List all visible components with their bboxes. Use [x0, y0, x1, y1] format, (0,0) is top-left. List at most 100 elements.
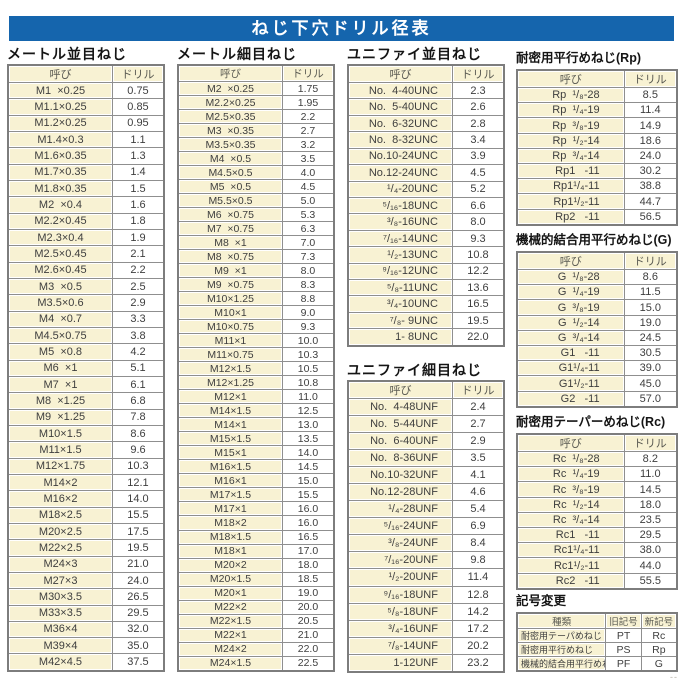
page-corner-mark: --	[670, 672, 678, 682]
column-header: ドリル	[451, 380, 505, 399]
table-row: Rp1¹/₂-11 44.7	[516, 193, 678, 210]
value-cell: 19.5	[111, 539, 165, 557]
value-cell: 1.5	[111, 179, 165, 198]
name-cell: M1.7×0.35	[7, 163, 113, 181]
table-row: G ¹/₂-14 19.0	[516, 314, 678, 331]
value-cell: 8.3	[281, 277, 335, 293]
name-cell: M15×1	[177, 445, 283, 461]
table-row: M24×1.5 22.5	[177, 655, 335, 672]
table-row: M17×1.5 15.5	[177, 487, 335, 503]
name-cell: M4.5×0.75	[7, 326, 113, 345]
table-row: ³/₈-24UNF 8.4	[347, 534, 505, 553]
table-row: Rc1 -11 29.5	[516, 527, 678, 544]
value-cell: 16.0	[281, 515, 335, 531]
value-cell: 37.5	[111, 653, 165, 672]
value-cell: 11.4	[451, 568, 505, 587]
name-cell: Rc ³/₄-14	[516, 511, 625, 529]
name-cell: Rc ¹/₄-19	[516, 466, 625, 483]
table-row: M22×1.5 20.5	[177, 613, 335, 629]
value-cell: 7.3	[281, 249, 335, 265]
value-cell: 14.0	[111, 490, 165, 508]
value-cell: Rp	[640, 642, 678, 657]
table-row: M2.5×0.45 2.1	[7, 245, 165, 263]
table-row: M3.5×0.35 3.2	[177, 137, 335, 153]
table-row: No. 8-36UNF 3.5	[347, 449, 505, 468]
table-row: Rc2 -11 55.5	[516, 572, 678, 590]
table-row: Rp ¹/₄-19 11.4	[516, 102, 678, 119]
name-cell: M5.5×0.5	[177, 193, 283, 209]
name-cell: 機械的結合用平行めねじ	[516, 656, 607, 672]
name-cell: M5 ×0.5	[177, 179, 283, 195]
value-cell: PS	[605, 642, 642, 657]
name-cell: 耐密用平行めねじ	[516, 642, 607, 657]
value-cell: 1.3	[111, 147, 165, 165]
section-title-g: 機械的結合用平行めねじ(G)	[516, 233, 672, 247]
value-cell: 1.8	[111, 212, 165, 230]
table-row: ³/₄-16UNF 17.2	[347, 619, 505, 638]
name-cell: M22×1	[177, 627, 283, 643]
value-cell: 3.4	[451, 131, 505, 149]
name-cell: M3 ×0.5	[7, 277, 113, 296]
value-cell: 2.8	[451, 114, 505, 133]
value-cell: 13.0	[281, 417, 335, 433]
value-cell: 2.1	[111, 245, 165, 263]
table-row: 1-12UNF 23.2	[347, 653, 505, 673]
value-cell: 30.2	[623, 163, 678, 180]
table-row: No.10-32UNF 4.1	[347, 466, 505, 485]
table-row: No.10-24UNC 3.9	[347, 147, 505, 166]
table-row: M20×2.5 17.5	[7, 522, 165, 541]
value-cell: 20.2	[451, 636, 505, 655]
value-cell: 10.5	[281, 361, 335, 377]
value-cell: 14.9	[623, 117, 678, 134]
table-row: ¹/₄-28UNF 5.4	[347, 500, 505, 519]
name-cell: M12×1.25	[177, 375, 283, 391]
value-cell: 10.0	[281, 333, 335, 349]
name-cell: ¹/₂-13UNC	[347, 246, 453, 264]
table-row: No. 5-40UNC 2.6	[347, 98, 505, 116]
table-row: M18×1 17.0	[177, 543, 335, 559]
name-cell: G1 -11	[516, 345, 625, 362]
table-row: Rp1¹/₄-11 38.8	[516, 178, 678, 195]
name-cell: M42×4.5	[7, 653, 113, 672]
table-row: Rc ¹/₈-28 8.2	[516, 450, 678, 468]
table-row: M12×1.5 10.5	[177, 361, 335, 377]
table-row: M4 ×0.5 3.5	[177, 151, 335, 167]
value-cell: 1.9	[111, 228, 165, 247]
table-row: M24×2 22.0	[177, 641, 335, 657]
table-row: No. 4-40UNC 2.3	[347, 81, 505, 100]
name-cell: Rc1¹/₄-11	[516, 542, 625, 559]
table-row: M10×1.5 8.6	[7, 424, 165, 443]
table-row: M6 ×0.75 5.3	[177, 207, 335, 223]
table-row: M30×3.5 26.5	[7, 588, 165, 606]
table-row: M3.5×0.6 2.9	[7, 294, 165, 312]
column-header: 旧記号	[605, 612, 642, 629]
name-cell: M17×1	[177, 501, 283, 517]
value-cell: 11.5	[623, 284, 678, 301]
header-row: 呼び ドリル	[516, 433, 678, 452]
section-title-metric-coarse: メートル並目ねじ	[7, 46, 127, 62]
rc-table: 呼び ドリル Rc ¹/₈-28 8.2 Rc ¹/₄-19 11.0 Rc ³/₈-19 1…	[516, 433, 678, 590]
value-cell: 5.4	[451, 500, 505, 519]
value-cell: 3.9	[451, 147, 505, 166]
value-cell: 10.8	[281, 375, 335, 391]
value-cell: 0.75	[111, 81, 165, 100]
header-row: 呼び ドリル	[7, 64, 165, 83]
value-cell: 18.5	[281, 571, 335, 587]
value-cell: 5.3	[281, 207, 335, 223]
table-row: M2.6×0.45 2.2	[7, 261, 165, 279]
table-row: ⁵/₁₆-24UNF 6.9	[347, 517, 505, 536]
value-cell: 13.6	[451, 279, 505, 297]
name-cell: M20×2.5	[7, 522, 113, 541]
value-cell: 24.0	[623, 147, 678, 165]
table-row: Rc ³/₈-19 14.5	[516, 481, 678, 498]
name-cell: No. 6-40UNF	[347, 432, 453, 451]
name-cell: 1-12UNF	[347, 653, 453, 673]
name-cell: M9 ×1.25	[7, 408, 113, 426]
name-cell: M6 ×0.75	[177, 207, 283, 223]
value-cell: 16.5	[281, 529, 335, 545]
value-cell: 16.0	[281, 501, 335, 517]
value-cell: 35.0	[111, 637, 165, 655]
name-cell: M4 ×0.5	[177, 151, 283, 167]
table-row: M16×1 15.0	[177, 473, 335, 489]
value-cell: 1.75	[281, 80, 335, 97]
